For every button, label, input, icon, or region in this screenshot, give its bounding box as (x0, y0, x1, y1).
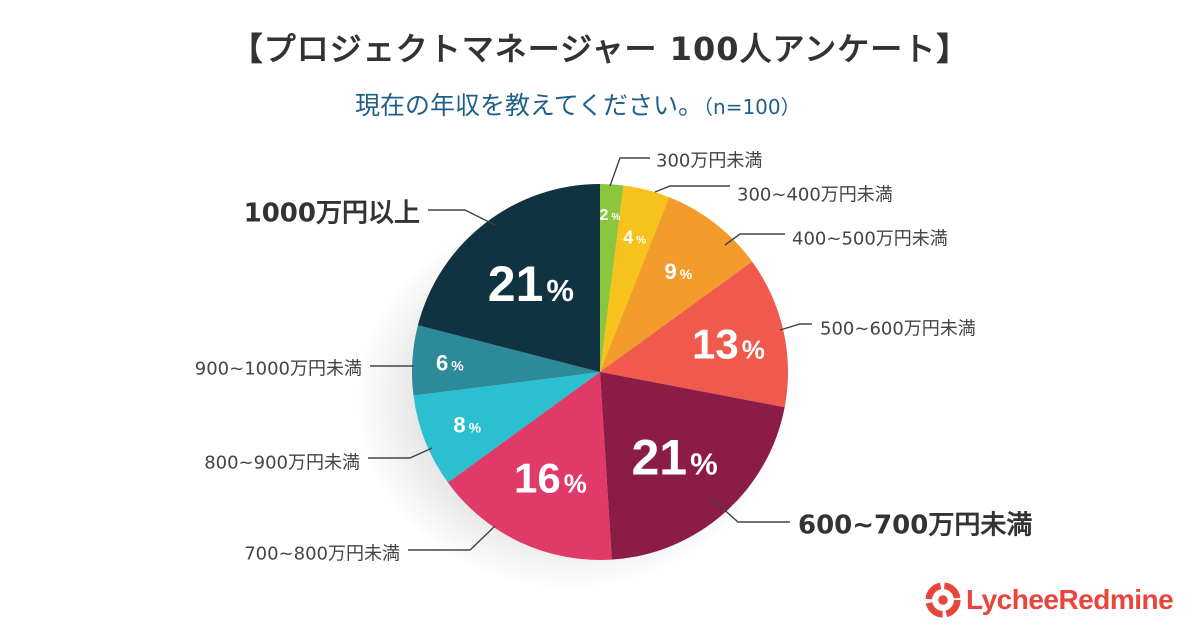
leader-line-6 (408, 525, 496, 551)
percent-label-2: 4% (623, 228, 646, 248)
percent-label-4: 13% (692, 320, 765, 367)
lychee-logo-icon (925, 582, 961, 618)
category-label-1: 300万円未満 (656, 150, 762, 171)
percent-label-3: 9% (665, 259, 693, 284)
category-label-5: 600~700万円未満 (798, 510, 1032, 540)
percent-label-9: 21% (488, 256, 574, 312)
category-label-9: 1000万円以上 (244, 198, 420, 228)
pie-slice-5 (600, 372, 785, 560)
percent-label-6: 16% (514, 455, 587, 502)
pie-slice-1 (600, 184, 624, 372)
percent-label-7: 8% (453, 413, 481, 438)
percent-label-8: 6% (436, 351, 464, 376)
pie-slice-6 (447, 372, 612, 561)
chart-title: 【プロジェクトマネージャー 100人アンケート】 (230, 30, 970, 68)
category-label-2: 300~400万円未満 (737, 184, 893, 205)
leader-line-1 (609, 157, 650, 187)
leader-line-7 (368, 447, 433, 459)
leader-line-2 (654, 185, 730, 193)
category-label-7: 800~900万円未満 (204, 452, 360, 473)
logo-text: LycheeRedmine (966, 584, 1174, 615)
category-label-6: 700~800万円未満 (244, 543, 400, 564)
pie-slice-3 (600, 197, 753, 372)
category-label-4: 500~600万円未満 (820, 318, 976, 339)
percent-label-1: 2% (599, 207, 620, 224)
sample-size: （n=100） (703, 95, 801, 119)
leader-line-9 (428, 209, 496, 226)
pie-slice-9 (417, 184, 600, 372)
question-text: 現在の年収を教えてください。 (355, 91, 704, 120)
pie-slice-8 (412, 325, 600, 396)
percent-labels: 2 %4 % 9 % 13 % 21% 16 % 8 % 6 % 21% (436, 207, 765, 501)
leader-lines (368, 157, 812, 551)
category-label-8: 900~1000万円未満 (195, 358, 362, 379)
lychee-redmine-logo: LycheeRedmine (924, 578, 1194, 622)
leader-line-5 (709, 496, 790, 523)
percent-label-5: 21% (631, 430, 717, 486)
chart-subtitle: 現在の年収を教えてください。（n=100） (355, 86, 801, 122)
leader-line-4 (779, 323, 812, 331)
category-labels: 300万円未満 300~400万円未満 400~500万円未満 500~600万円未満… (195, 150, 1033, 564)
pie-slice-7 (413, 372, 600, 483)
leader-line-3 (724, 233, 785, 246)
pie-slices (412, 184, 789, 561)
category-label-3: 400~500万円未満 (792, 228, 948, 249)
pie-slice-4 (600, 261, 789, 408)
pie-slice-2 (600, 185, 670, 372)
